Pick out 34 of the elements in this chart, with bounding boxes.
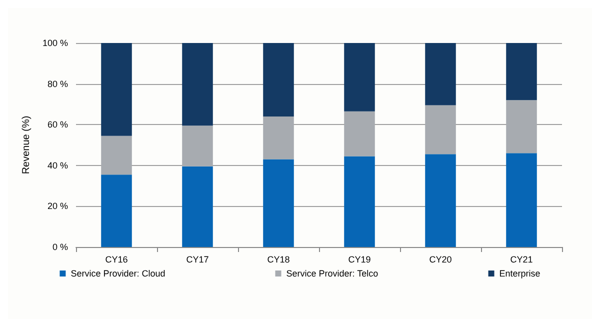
bar bbox=[344, 156, 375, 247]
y-tick-label: 0 % bbox=[52, 242, 68, 252]
legend-label: Enterprise bbox=[499, 268, 540, 278]
y-tick-label: 100 % bbox=[42, 38, 68, 48]
x-tick-label: CY20 bbox=[429, 254, 452, 264]
y-tick-label: 20 % bbox=[47, 201, 68, 212]
y-tick-label: 60 % bbox=[47, 120, 68, 130]
y-axis-title: Revenue (%) bbox=[21, 116, 32, 174]
x-tick-label: CY17 bbox=[186, 254, 209, 264]
legend-label: Service Provider: Telco bbox=[286, 268, 378, 278]
bar bbox=[182, 126, 213, 166]
bar bbox=[263, 43, 294, 116]
bar bbox=[263, 159, 294, 247]
bar bbox=[101, 136, 132, 175]
x-tick-label: CY19 bbox=[348, 254, 371, 264]
bar bbox=[506, 43, 537, 100]
x-tick-label: CY21 bbox=[510, 254, 533, 264]
bar bbox=[263, 116, 294, 160]
bar bbox=[425, 105, 456, 154]
y-tick-label: 40 % bbox=[47, 160, 68, 170]
bar bbox=[101, 43, 132, 136]
bar bbox=[506, 153, 537, 247]
bar bbox=[182, 166, 213, 247]
bar bbox=[101, 174, 132, 247]
bar bbox=[182, 43, 213, 126]
bar bbox=[506, 100, 537, 154]
x-tick-label: CY18 bbox=[267, 254, 290, 264]
bar bbox=[425, 154, 456, 247]
x-tick-label: CY16 bbox=[105, 254, 128, 264]
legend-label: Service Provider: Cloud bbox=[70, 268, 166, 278]
bar bbox=[344, 111, 375, 156]
bar bbox=[344, 43, 375, 112]
y-tick-label: 80 % bbox=[47, 78, 68, 89]
bar bbox=[425, 43, 456, 106]
